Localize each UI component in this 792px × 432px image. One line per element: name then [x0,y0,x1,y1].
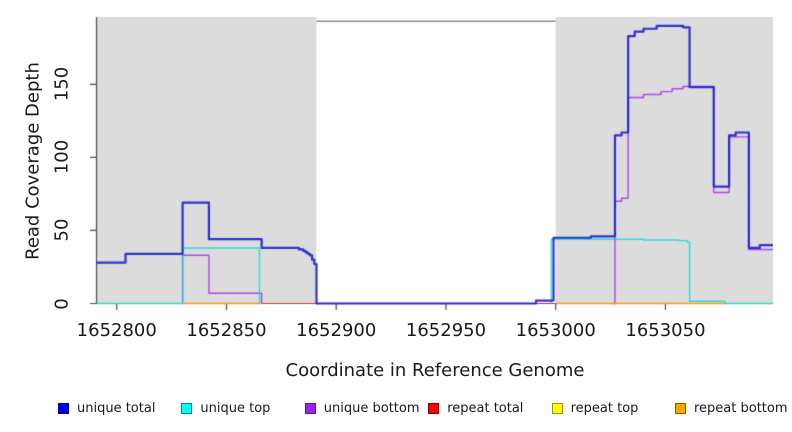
legend-item-repeat-bottom: repeat bottom [675,401,788,416]
legend-swatch-icon [181,403,193,414]
x-tick-label: 1652900 [296,320,377,341]
legend-item-unique-top: unique top [181,401,270,416]
legend-swatch-icon [428,403,440,414]
y-axis-title: Read Coverage Depth [22,62,44,260]
legend-swatch-icon [675,403,686,414]
y-tick-label: 0 [51,297,73,310]
legend-label: unique top [200,401,271,416]
x-tick-label: 1653050 [625,320,706,341]
legend-item-unique-bottom: unique bottom [304,401,420,416]
legend-label: repeat total [447,401,524,416]
x-tick-label: 1652950 [405,320,487,341]
legend-label: repeat top [570,401,639,416]
legend-label: unique bottom [323,401,420,416]
legend-label: repeat bottom [694,401,788,416]
legend-item-unique-total: unique total [58,401,155,416]
legend-swatch-icon [58,403,69,414]
legend-swatch-icon [551,403,563,414]
x-tick-label: 1652800 [76,320,157,341]
x-axis-title: Coordinate in Reference Genome [285,360,585,381]
legend-item-repeat-total: repeat total [428,401,523,416]
y-tick-label: 150 [51,67,73,102]
y-tick-label: 100 [51,140,73,175]
legend-label: unique total [77,401,156,416]
x-tick-label: 1652850 [186,320,267,341]
y-tick-label: 50 [51,218,73,242]
x-tick-label: 1653000 [515,320,596,341]
legend-item-repeat-top: repeat top [551,401,639,416]
legend-swatch-icon [304,403,316,414]
